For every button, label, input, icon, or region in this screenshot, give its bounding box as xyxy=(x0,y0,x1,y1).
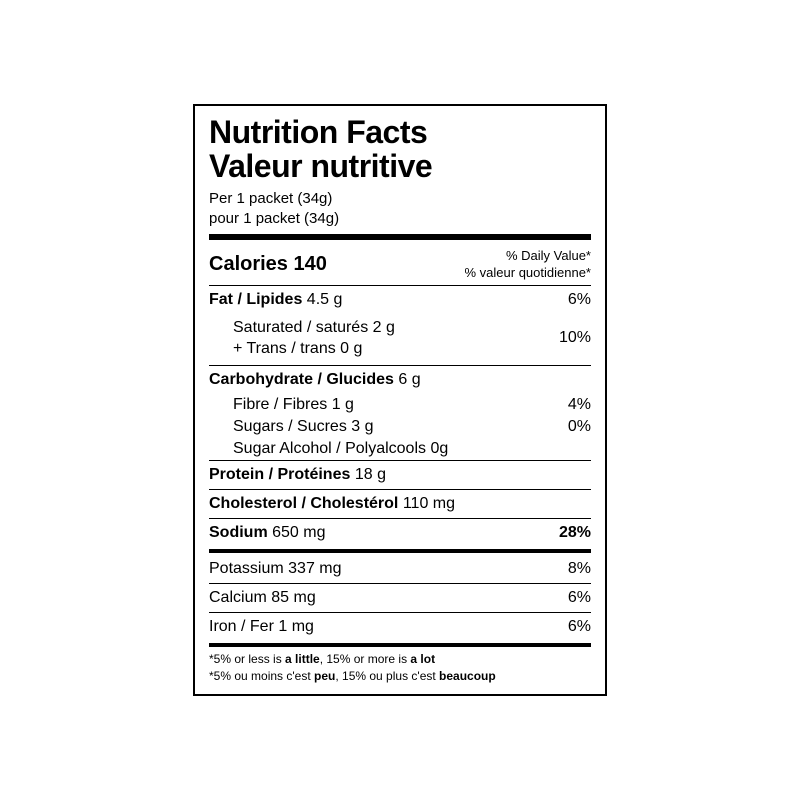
fibre-text: Fibre / Fibres 1 g xyxy=(209,396,354,414)
nutrition-facts-panel: Nutrition Facts Valeur nutritive Per 1 p… xyxy=(193,104,607,696)
cholesterol-name: Cholesterol / Cholestérol xyxy=(209,495,398,512)
potassium-name: Potassium xyxy=(209,560,284,577)
carb-name: Carbohydrate / Glucides xyxy=(209,371,394,388)
divider xyxy=(209,549,591,553)
sodium-value: 650 mg xyxy=(272,524,325,541)
serving-size: Per 1 packet (34g) pour 1 packet (34g) xyxy=(209,189,591,228)
calories-value: 140 xyxy=(294,253,327,275)
calories-label: Calories xyxy=(209,253,288,275)
sodium-row: Sodium 650 mg 28% xyxy=(209,519,591,547)
title-fr: Valeur nutritive xyxy=(209,150,591,184)
potassium-dv: 8% xyxy=(568,560,591,578)
calcium-value: 85 mg xyxy=(271,589,315,606)
sat-dv: 10% xyxy=(559,329,591,347)
carb-row: Carbohydrate / Glucides 6 g xyxy=(209,366,591,394)
sugars-row: Sugars / Sucres 3 g 0% xyxy=(209,416,591,438)
sodium-dv: 28% xyxy=(559,524,591,542)
iron-value: 1 mg xyxy=(278,618,314,635)
footnote-en: *5% or less is a little, 15% or more is … xyxy=(209,651,591,668)
sugar-alcohol-text: Sugar Alcohol / Polyalcools 0g xyxy=(209,440,448,458)
cholesterol-row: Cholesterol / Cholestérol 110 mg xyxy=(209,490,591,518)
sugars-dv: 0% xyxy=(568,418,591,436)
cholesterol-value: 110 mg xyxy=(403,495,455,512)
footnote: *5% or less is a little, 15% or more is … xyxy=(209,651,591,686)
title-en: Nutrition Facts xyxy=(209,116,591,150)
carb-value: 6 g xyxy=(398,371,420,388)
protein-row: Protein / Protéines 18 g xyxy=(209,461,591,489)
iron-dv: 6% xyxy=(568,618,591,636)
trans-line: + Trans / trans 0 g xyxy=(233,338,395,360)
calcium-name: Calcium xyxy=(209,589,267,606)
divider xyxy=(209,234,591,240)
protein-value: 18 g xyxy=(355,466,386,483)
saturated-line: Saturated / saturés 2 g xyxy=(233,317,395,339)
fat-name: Fat / Lipides xyxy=(209,291,302,308)
footnote-fr: *5% ou moins c'est peu, 15% ou plus c'es… xyxy=(209,668,591,685)
fat-row: Fat / Lipides 4.5 g 6% xyxy=(209,286,591,314)
sodium-name: Sodium xyxy=(209,524,268,541)
iron-name: Iron / Fer xyxy=(209,618,274,635)
dv-header-en: % Daily Value* xyxy=(465,248,591,264)
dv-header: % Daily Value* % valeur quotidienne* xyxy=(465,248,591,281)
serving-en: Per 1 packet (34g) xyxy=(209,189,591,209)
calories-row: Calories 140 % Daily Value* % valeur quo… xyxy=(209,242,591,285)
potassium-value: 337 mg xyxy=(288,560,341,577)
protein-name: Protein / Protéines xyxy=(209,466,350,483)
fibre-dv: 4% xyxy=(568,396,591,414)
fibre-row: Fibre / Fibres 1 g 4% xyxy=(209,394,591,416)
calcium-dv: 6% xyxy=(568,589,591,607)
fat-value: 4.5 g xyxy=(307,291,343,308)
potassium-row: Potassium 337 mg 8% xyxy=(209,555,591,583)
fat-dv: 6% xyxy=(568,291,591,309)
sat-trans-row: Saturated / saturés 2 g + Trans / trans … xyxy=(209,314,591,365)
calcium-row: Calcium 85 mg 6% xyxy=(209,584,591,612)
sugar-alcohol-row: Sugar Alcohol / Polyalcools 0g xyxy=(209,438,591,460)
sugars-text: Sugars / Sucres 3 g xyxy=(209,418,374,436)
serving-fr: pour 1 packet (34g) xyxy=(209,209,591,229)
dv-header-fr: % valeur quotidienne* xyxy=(465,265,591,281)
divider xyxy=(209,643,591,647)
iron-row: Iron / Fer 1 mg 6% xyxy=(209,613,591,641)
calories: Calories 140 xyxy=(209,253,327,276)
